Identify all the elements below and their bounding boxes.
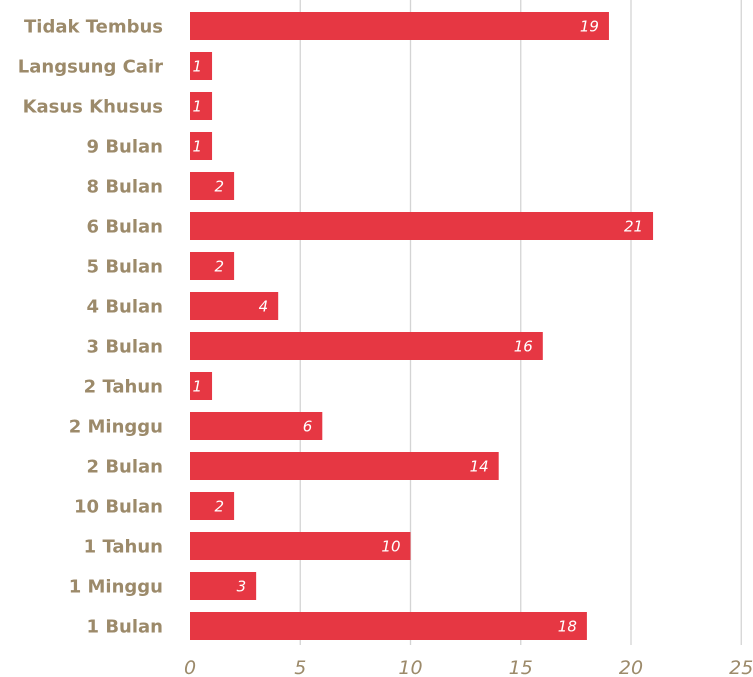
category-label: Tidak Tembus: [24, 17, 163, 38]
data-label: 3: [237, 578, 247, 596]
data-label: 1: [193, 378, 203, 396]
x-tick-label: 10: [398, 657, 422, 677]
category-label: 1 Bulan: [87, 617, 163, 638]
category-labels: Tidak Tembus Langsung Cair Kasus Khusus 9 B…: [18, 17, 163, 638]
category-label: 2 Bulan: [87, 457, 163, 478]
category-label: 3 Bulan: [87, 337, 163, 358]
data-label: 1: [193, 138, 203, 156]
category-label: 10 Bulan: [74, 497, 163, 518]
category-label: 2 Minggu: [69, 417, 163, 438]
bar: [190, 452, 499, 480]
data-label: 10: [381, 538, 400, 556]
bar: [190, 532, 411, 560]
bar: [190, 372, 213, 400]
data-label: 21: [624, 218, 643, 236]
category-label: Kasus Khusus: [23, 97, 163, 118]
bar: [190, 212, 654, 240]
category-label: 1 Minggu: [69, 577, 163, 598]
data-label: 16: [514, 338, 533, 356]
category-label: 2 Tahun: [84, 377, 163, 398]
x-tick-label: 15: [509, 657, 533, 677]
bar: [190, 252, 235, 280]
data-label: 19: [580, 18, 599, 36]
category-label: 8 Bulan: [87, 177, 163, 198]
category-label: 9 Bulan: [87, 137, 163, 158]
bar: [190, 92, 213, 120]
data-label: 6: [303, 418, 313, 436]
category-label: 1 Tahun: [84, 537, 163, 558]
bar: [190, 292, 279, 320]
data-label: 2: [215, 498, 225, 516]
data-label: 4: [259, 298, 269, 316]
bar: [190, 132, 213, 160]
data-label: 1: [193, 58, 203, 76]
data-label: 14: [470, 458, 489, 476]
x-tick-label: 25: [729, 657, 753, 677]
category-label: 4 Bulan: [87, 297, 163, 318]
category-label: 6 Bulan: [87, 217, 163, 238]
x-tick-label: 0: [184, 657, 196, 677]
category-label: Langsung Cair: [18, 57, 163, 78]
category-label: 5 Bulan: [87, 257, 163, 278]
bar: [190, 172, 235, 200]
bar: [190, 332, 543, 360]
data-label: 2: [215, 178, 225, 196]
data-label: 2: [215, 258, 225, 276]
bar: [190, 12, 609, 40]
x-tick-label: 5: [294, 657, 306, 677]
bar: [190, 612, 587, 640]
x-axis-ticks: 0 5 10 15 20 25: [184, 657, 753, 677]
data-label: 1: [193, 98, 203, 116]
bar: [190, 492, 235, 520]
data-label: 18: [558, 618, 577, 636]
bar: [190, 572, 257, 600]
x-tick-label: 20: [619, 657, 643, 677]
bar: [190, 52, 213, 80]
bar: [190, 412, 323, 440]
